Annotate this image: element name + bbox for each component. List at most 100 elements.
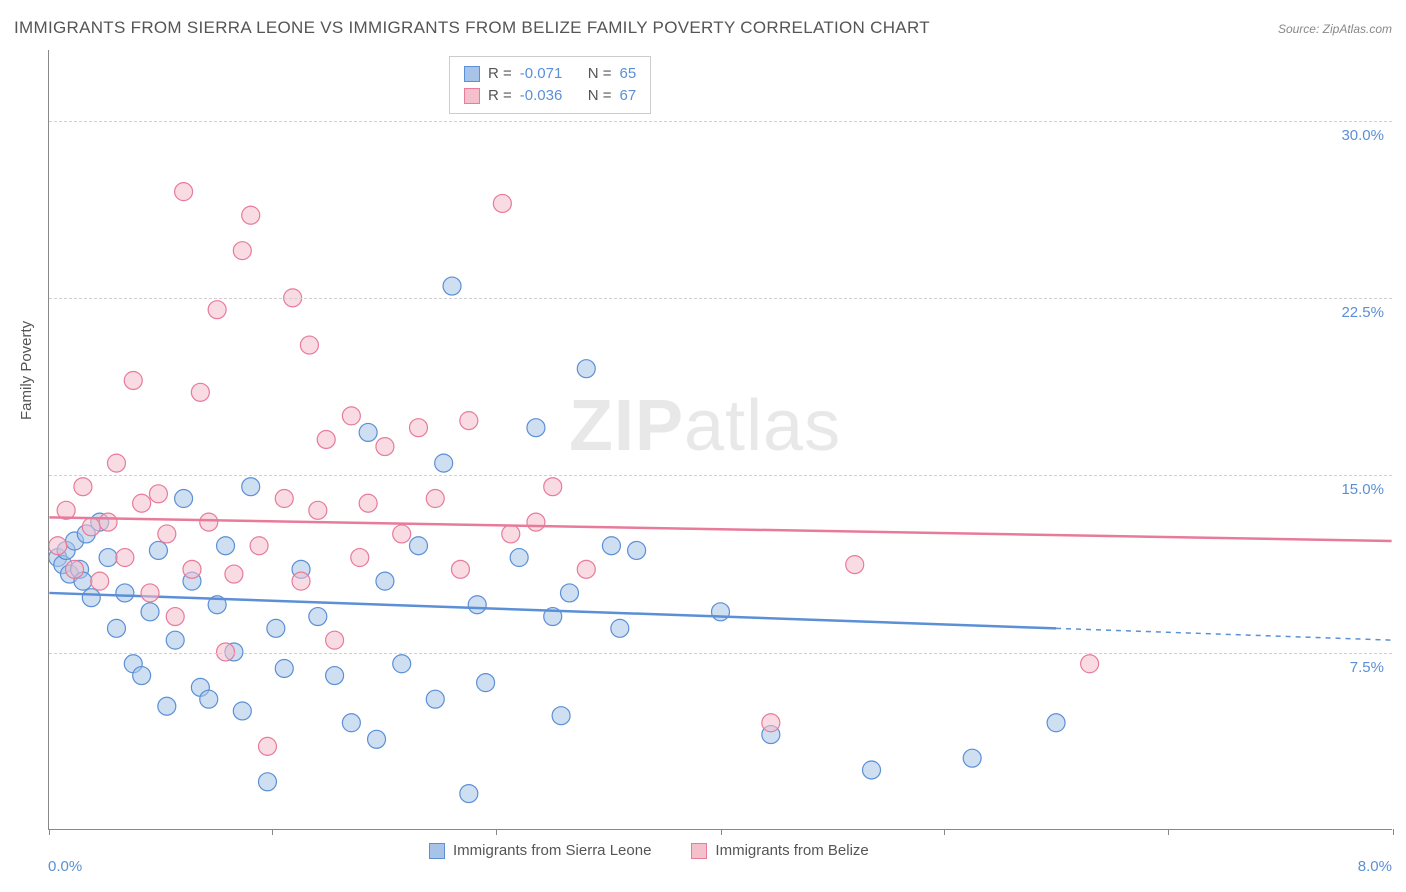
x-tick	[496, 829, 497, 835]
data-point	[242, 478, 260, 496]
data-point	[250, 537, 268, 555]
data-point	[426, 490, 444, 508]
data-point	[275, 659, 293, 677]
stat-r-label: R =	[488, 85, 512, 107]
y-tick-label: 15.0%	[1341, 481, 1384, 498]
x-tick	[944, 829, 945, 835]
data-point	[443, 277, 461, 295]
data-point	[200, 690, 218, 708]
data-point	[502, 525, 520, 543]
bottom-legend: Immigrants from Sierra Leone Immigrants f…	[429, 842, 869, 859]
data-point	[191, 383, 209, 401]
trend-line-dashed	[1056, 628, 1392, 640]
data-point	[351, 549, 369, 567]
legend-swatch	[464, 66, 480, 82]
x-tick	[1168, 829, 1169, 835]
data-point	[577, 360, 595, 378]
data-point	[166, 608, 184, 626]
data-point	[451, 560, 469, 578]
scatter-svg	[49, 50, 1392, 829]
gridline	[49, 121, 1392, 122]
legend-label: Immigrants from Sierra Leone	[453, 842, 651, 859]
data-point	[107, 619, 125, 637]
data-point	[66, 560, 84, 578]
data-point	[435, 454, 453, 472]
y-tick-label: 22.5%	[1341, 304, 1384, 321]
data-point	[493, 194, 511, 212]
data-point	[275, 490, 293, 508]
data-point	[863, 761, 881, 779]
chart-plot-area: ZIPatlas R = -0.071 N = 65 R = -0.036 N …	[48, 50, 1392, 830]
data-point	[527, 513, 545, 531]
chart-title: IMMIGRANTS FROM SIERRA LEONE VS IMMIGRAN…	[14, 18, 930, 38]
y-axis-label: Family Poverty	[18, 321, 35, 420]
data-point	[712, 603, 730, 621]
legend-item: Immigrants from Belize	[691, 842, 868, 859]
data-point	[359, 494, 377, 512]
source-attribution: Source: ZipAtlas.com	[1278, 22, 1392, 36]
trend-line	[49, 517, 1391, 541]
legend-label: Immigrants from Belize	[715, 842, 868, 859]
data-point	[82, 518, 100, 536]
data-point	[141, 584, 159, 602]
data-point	[846, 556, 864, 574]
data-point	[258, 773, 276, 791]
data-point	[460, 785, 478, 803]
data-point	[317, 431, 335, 449]
data-point	[74, 478, 92, 496]
data-point	[158, 525, 176, 543]
data-point	[561, 584, 579, 602]
data-point	[393, 655, 411, 673]
data-point	[141, 603, 159, 621]
data-point	[326, 631, 344, 649]
x-tick	[49, 829, 50, 835]
data-point	[200, 513, 218, 531]
data-point	[611, 619, 629, 637]
data-point	[267, 619, 285, 637]
correlation-stats-box: R = -0.071 N = 65 R = -0.036 N = 67	[449, 56, 651, 114]
x-tick	[272, 829, 273, 835]
data-point	[149, 541, 167, 559]
stat-n-value: 67	[620, 85, 637, 107]
stat-r-value: -0.036	[520, 85, 580, 107]
data-point	[116, 549, 134, 567]
stat-n-label: N =	[588, 63, 612, 85]
data-point	[527, 419, 545, 437]
data-point	[342, 407, 360, 425]
gridline	[49, 298, 1392, 299]
x-axis-max-label: 8.0%	[1358, 858, 1392, 875]
data-point	[292, 572, 310, 590]
data-point	[309, 608, 327, 626]
data-point	[116, 584, 134, 602]
data-point	[552, 707, 570, 725]
data-point	[368, 730, 386, 748]
x-tick	[1393, 829, 1394, 835]
data-point	[409, 537, 427, 555]
data-point	[359, 423, 377, 441]
data-point	[183, 560, 201, 578]
data-point	[158, 697, 176, 715]
data-point	[208, 301, 226, 319]
legend-swatch	[691, 843, 707, 859]
data-point	[133, 494, 151, 512]
data-point	[409, 419, 427, 437]
data-point	[49, 537, 67, 555]
data-point	[300, 336, 318, 354]
data-point	[393, 525, 411, 543]
data-point	[242, 206, 260, 224]
data-point	[309, 501, 327, 519]
gridline	[49, 653, 1392, 654]
data-point	[963, 749, 981, 767]
data-point	[217, 537, 235, 555]
data-point	[544, 478, 562, 496]
gridline	[49, 475, 1392, 476]
legend-swatch	[464, 88, 480, 104]
data-point	[258, 737, 276, 755]
stat-r-label: R =	[488, 63, 512, 85]
data-point	[82, 589, 100, 607]
x-axis-min-label: 0.0%	[48, 858, 82, 875]
data-point	[577, 560, 595, 578]
data-point	[326, 667, 344, 685]
data-point	[91, 572, 109, 590]
data-point	[376, 572, 394, 590]
